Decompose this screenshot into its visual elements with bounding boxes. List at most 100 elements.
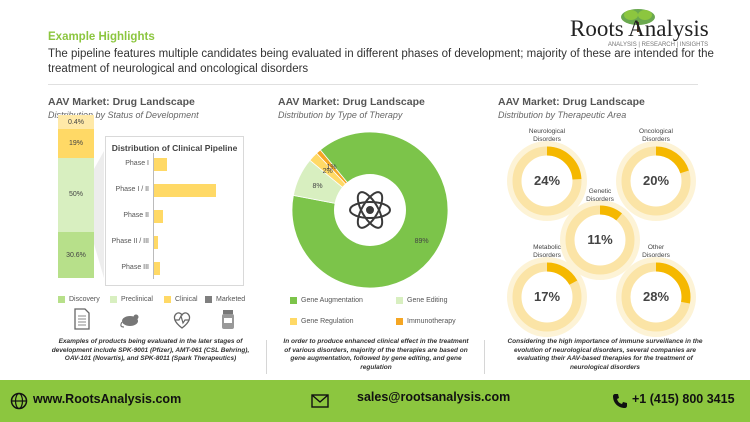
envelope-icon	[311, 394, 329, 408]
area-ring-chart	[616, 257, 696, 337]
legend-clinical: Clinical	[164, 296, 198, 303]
area-ring-chart	[507, 257, 587, 337]
legend-label: Gene Regulation	[301, 318, 354, 325]
therapy-donut-chart: 89% 8% 2%1%	[291, 131, 449, 289]
caption-divider	[266, 340, 267, 374]
area-value: 28%	[642, 289, 670, 304]
area-label: Other Disorders	[642, 244, 670, 259]
area-label: Genetic Disorders	[586, 188, 614, 203]
legend-marketed: Marketed	[205, 296, 245, 303]
lab-mouse-icon	[120, 314, 139, 328]
ring-value-arc	[512, 262, 582, 332]
therapy-panel-title: AAV Market: Drug Landscape	[278, 96, 425, 108]
caption-divider-2	[484, 340, 485, 374]
ring-value-arc	[512, 146, 582, 216]
status-panel-subtitle: Distribution by Status of Development	[48, 110, 199, 120]
legend-swatch	[164, 296, 171, 303]
status-segment-marketed: 0.4%	[58, 115, 94, 129]
legend-swatch	[396, 297, 403, 304]
area-label: Oncological Disorders	[639, 128, 673, 143]
pipeline-bar	[154, 262, 160, 275]
legend-label: Marketed	[216, 296, 246, 303]
status-segment-label: 30.6%	[66, 251, 86, 259]
intro-text: The pipeline features multiple candidate…	[48, 48, 714, 75]
medicine-bottle-icon	[222, 310, 234, 329]
area-value: 24%	[533, 173, 561, 188]
pipeline-row: Phase I / II	[105, 184, 244, 198]
area-label: Metabolic Disorders	[533, 244, 561, 259]
globe-icon	[10, 392, 28, 410]
pipeline-bar	[154, 158, 167, 171]
area-panel-subtitle: Distribution by Therapeutic Area	[498, 110, 627, 120]
pipeline-phase-label: Phase III	[121, 264, 149, 271]
donut-slice-label: 2%	[323, 168, 333, 175]
legend-swatch	[110, 296, 117, 303]
legend-swatch	[290, 318, 297, 325]
legend-label: Clinical	[175, 296, 198, 303]
legend-label: Discovery	[69, 296, 100, 303]
area-caption: Considering the high importance of immun…	[507, 338, 703, 371]
status-caption: Examples of products being evaluated in …	[51, 338, 250, 362]
donut-slice-label: 8%	[312, 183, 322, 190]
status-panel-title: AAV Market: Drug Landscape	[48, 96, 195, 108]
status-segment-label: 19%	[68, 140, 83, 147]
header-divider	[48, 84, 698, 85]
area-value: 17%	[533, 289, 561, 304]
pipeline-row: Phase I	[105, 158, 244, 172]
therapy-legend-item: Immunotherapy	[396, 318, 456, 325]
legend-discovery: Discovery	[58, 296, 100, 303]
legend-label: Gene Augmentation	[301, 297, 363, 304]
heartbeat-icon	[173, 312, 191, 329]
pipeline-phase-label: Phase II / III	[111, 238, 149, 245]
document-icon	[74, 308, 90, 330]
therapy-caption: In order to produce enhanced clinical ef…	[283, 338, 469, 371]
therapy-panel-subtitle: Distribution by Type of Therapy	[278, 110, 403, 120]
phone-icon	[613, 394, 627, 408]
therapy-legend-item: Gene Regulation	[290, 318, 354, 325]
pipeline-chart-title: Distribution of Clinical Pipeline	[111, 143, 238, 153]
pipeline-row: Phase III	[105, 262, 244, 276]
status-segment-preclinical: 50%	[58, 157, 94, 232]
pipeline-bar	[154, 210, 163, 223]
website-link[interactable]: www.RootsAnalysis.com	[33, 392, 182, 406]
status-segment-label: 50%	[68, 191, 83, 198]
pipeline-phase-label: Phase II	[123, 212, 149, 219]
pipeline-row: Phase II	[105, 210, 244, 224]
pipeline-axis	[153, 153, 154, 279]
ring-value-arc	[621, 262, 691, 332]
legend-swatch	[396, 318, 403, 325]
area-panel-title: AAV Market: Drug Landscape	[498, 96, 645, 108]
donut-slice-label: 89%	[415, 238, 429, 245]
tree-logo-icon	[621, 9, 655, 32]
pipeline-bar	[154, 236, 158, 249]
area-ring-chart	[507, 141, 587, 221]
status-segment-discovery: 30.6%	[58, 232, 94, 278]
pipeline-phase-label: Phase I / II	[115, 186, 149, 193]
section-eyebrow: Example Highlights	[48, 31, 155, 43]
ring-value-arc	[621, 146, 691, 216]
roots-analysis-logo: Roots Analysis ANALYSIS | RESEARCH | INS…	[570, 8, 746, 52]
pipeline-phase-label: Phase I	[125, 160, 149, 167]
area-ring-chart	[616, 141, 696, 221]
area-label: Neurological Disorders	[528, 128, 566, 143]
legend-label: Preclinical	[121, 296, 153, 303]
pipeline-bar	[154, 184, 216, 197]
area-value: 11%	[587, 232, 613, 247]
legend-label: Gene Editing	[407, 297, 448, 304]
phone-number[interactable]: +1 (415) 800 3415	[632, 392, 735, 406]
therapy-legend-item: Gene Augmentation	[290, 297, 363, 304]
clinical-pipeline-chart: Distribution of Clinical Pipeline	[105, 136, 244, 286]
pipeline-row: Phase II / III	[105, 236, 244, 250]
ring-value-arc	[565, 205, 635, 275]
legend-swatch	[205, 296, 212, 303]
legend-label: Immunotherapy	[407, 318, 456, 325]
area-ring-chart	[560, 200, 640, 280]
therapy-legend-item: Gene Editing	[396, 297, 447, 304]
email-link[interactable]: sales@rootsanalysis.com	[357, 390, 511, 404]
logo-tagline: ANALYSIS | RESEARCH | INSIGHTS	[607, 42, 709, 48]
contact-footer: www.RootsAnalysis.com sales@rootsanalysi…	[0, 380, 750, 422]
legend-swatch	[58, 296, 65, 303]
atom-icon	[349, 191, 391, 229]
logo-name: Roots Analysis	[570, 16, 709, 41]
